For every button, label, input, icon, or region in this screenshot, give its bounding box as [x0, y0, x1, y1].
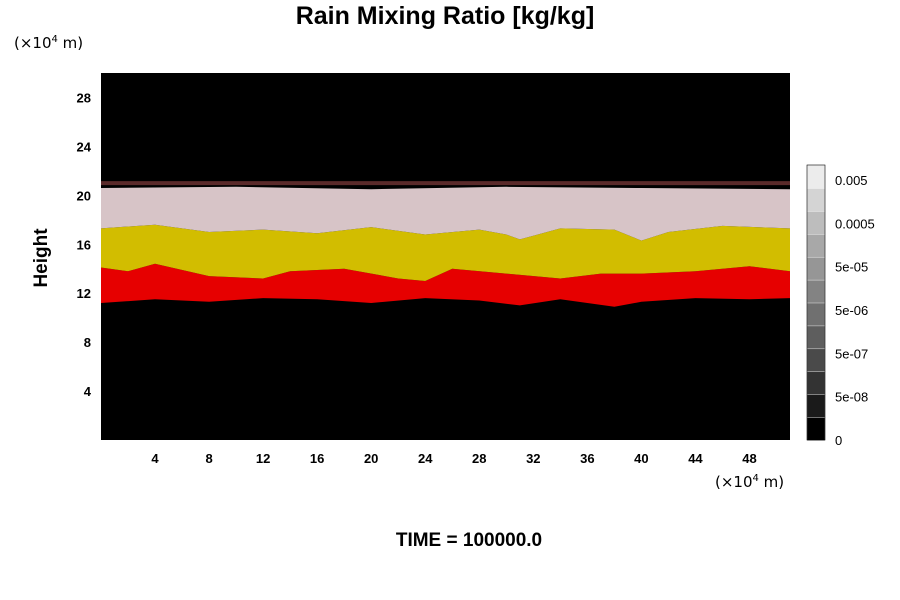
colorbar-segment — [806, 393, 826, 418]
y-axis-ticks: 4 8 12 16 20 24 28 — [77, 90, 92, 399]
colorbar-label: 5e-06 — [835, 303, 868, 318]
colorbar-segment — [806, 279, 826, 304]
x-tick-label: 24 — [418, 451, 433, 466]
colorbar-segment — [806, 348, 826, 372]
y-tick-label: 4 — [84, 384, 92, 399]
time-label: TIME = 100000.0 — [395, 530, 543, 551]
colorbar-segment — [806, 325, 826, 350]
y-tick-label: 24 — [77, 139, 92, 154]
x-axis-ticks: 4 8 12 16 20 24 28 32 36 40 44 48 — [151, 451, 756, 466]
chart-title: Rain Mixing Ratio [kg/kg] — [295, 2, 595, 30]
y-tick-label: 12 — [77, 286, 91, 301]
colorbar-segment — [806, 233, 826, 258]
x-tick-label: 12 — [256, 451, 270, 466]
x-tick-label: 40 — [634, 451, 648, 466]
y-tick-label: 28 — [77, 90, 91, 105]
colorbar-segment — [806, 256, 826, 281]
x-axis-unit: (×104 m) — [715, 473, 785, 491]
colorbar-segment — [806, 302, 826, 327]
contour-bands — [101, 181, 790, 307]
band-yellow — [101, 224, 790, 281]
colorbar: 0.005 0.0005 5e-05 5e-06 5e-07 5e-08 0 — [806, 164, 875, 448]
colorbar-segment — [806, 164, 826, 189]
colorbar-segment — [806, 210, 826, 235]
y-axis-unit: (×104 m) — [14, 34, 84, 52]
colorbar-segment — [806, 416, 826, 441]
colorbar-label: 0.0005 — [835, 216, 875, 231]
colorbar-label: 5e-07 — [835, 346, 868, 361]
y-tick-label: 20 — [77, 188, 91, 203]
x-tick-label: 8 — [205, 451, 212, 466]
y-tick-label: 8 — [84, 335, 91, 350]
x-tick-label: 48 — [742, 451, 756, 466]
x-tick-label: 4 — [151, 451, 159, 466]
band-red — [101, 263, 790, 307]
colorbar-label: 0 — [835, 433, 842, 448]
band-pink — [101, 186, 790, 241]
y-tick-label: 16 — [77, 237, 91, 252]
colorbar-segment — [806, 371, 826, 395]
colorbar-label: 5e-08 — [835, 390, 868, 405]
x-tick-label: 16 — [310, 451, 324, 466]
x-tick-label: 44 — [688, 451, 703, 466]
colorbar-label: 0.005 — [835, 173, 868, 188]
colorbar-segment — [806, 187, 826, 212]
x-tick-label: 36 — [580, 451, 594, 466]
x-tick-label: 32 — [526, 451, 540, 466]
x-tick-label: 20 — [364, 451, 378, 466]
colorbar-frame — [806, 164, 826, 441]
x-tick-label: 28 — [472, 451, 486, 466]
colorbar-label: 5e-05 — [835, 260, 868, 275]
